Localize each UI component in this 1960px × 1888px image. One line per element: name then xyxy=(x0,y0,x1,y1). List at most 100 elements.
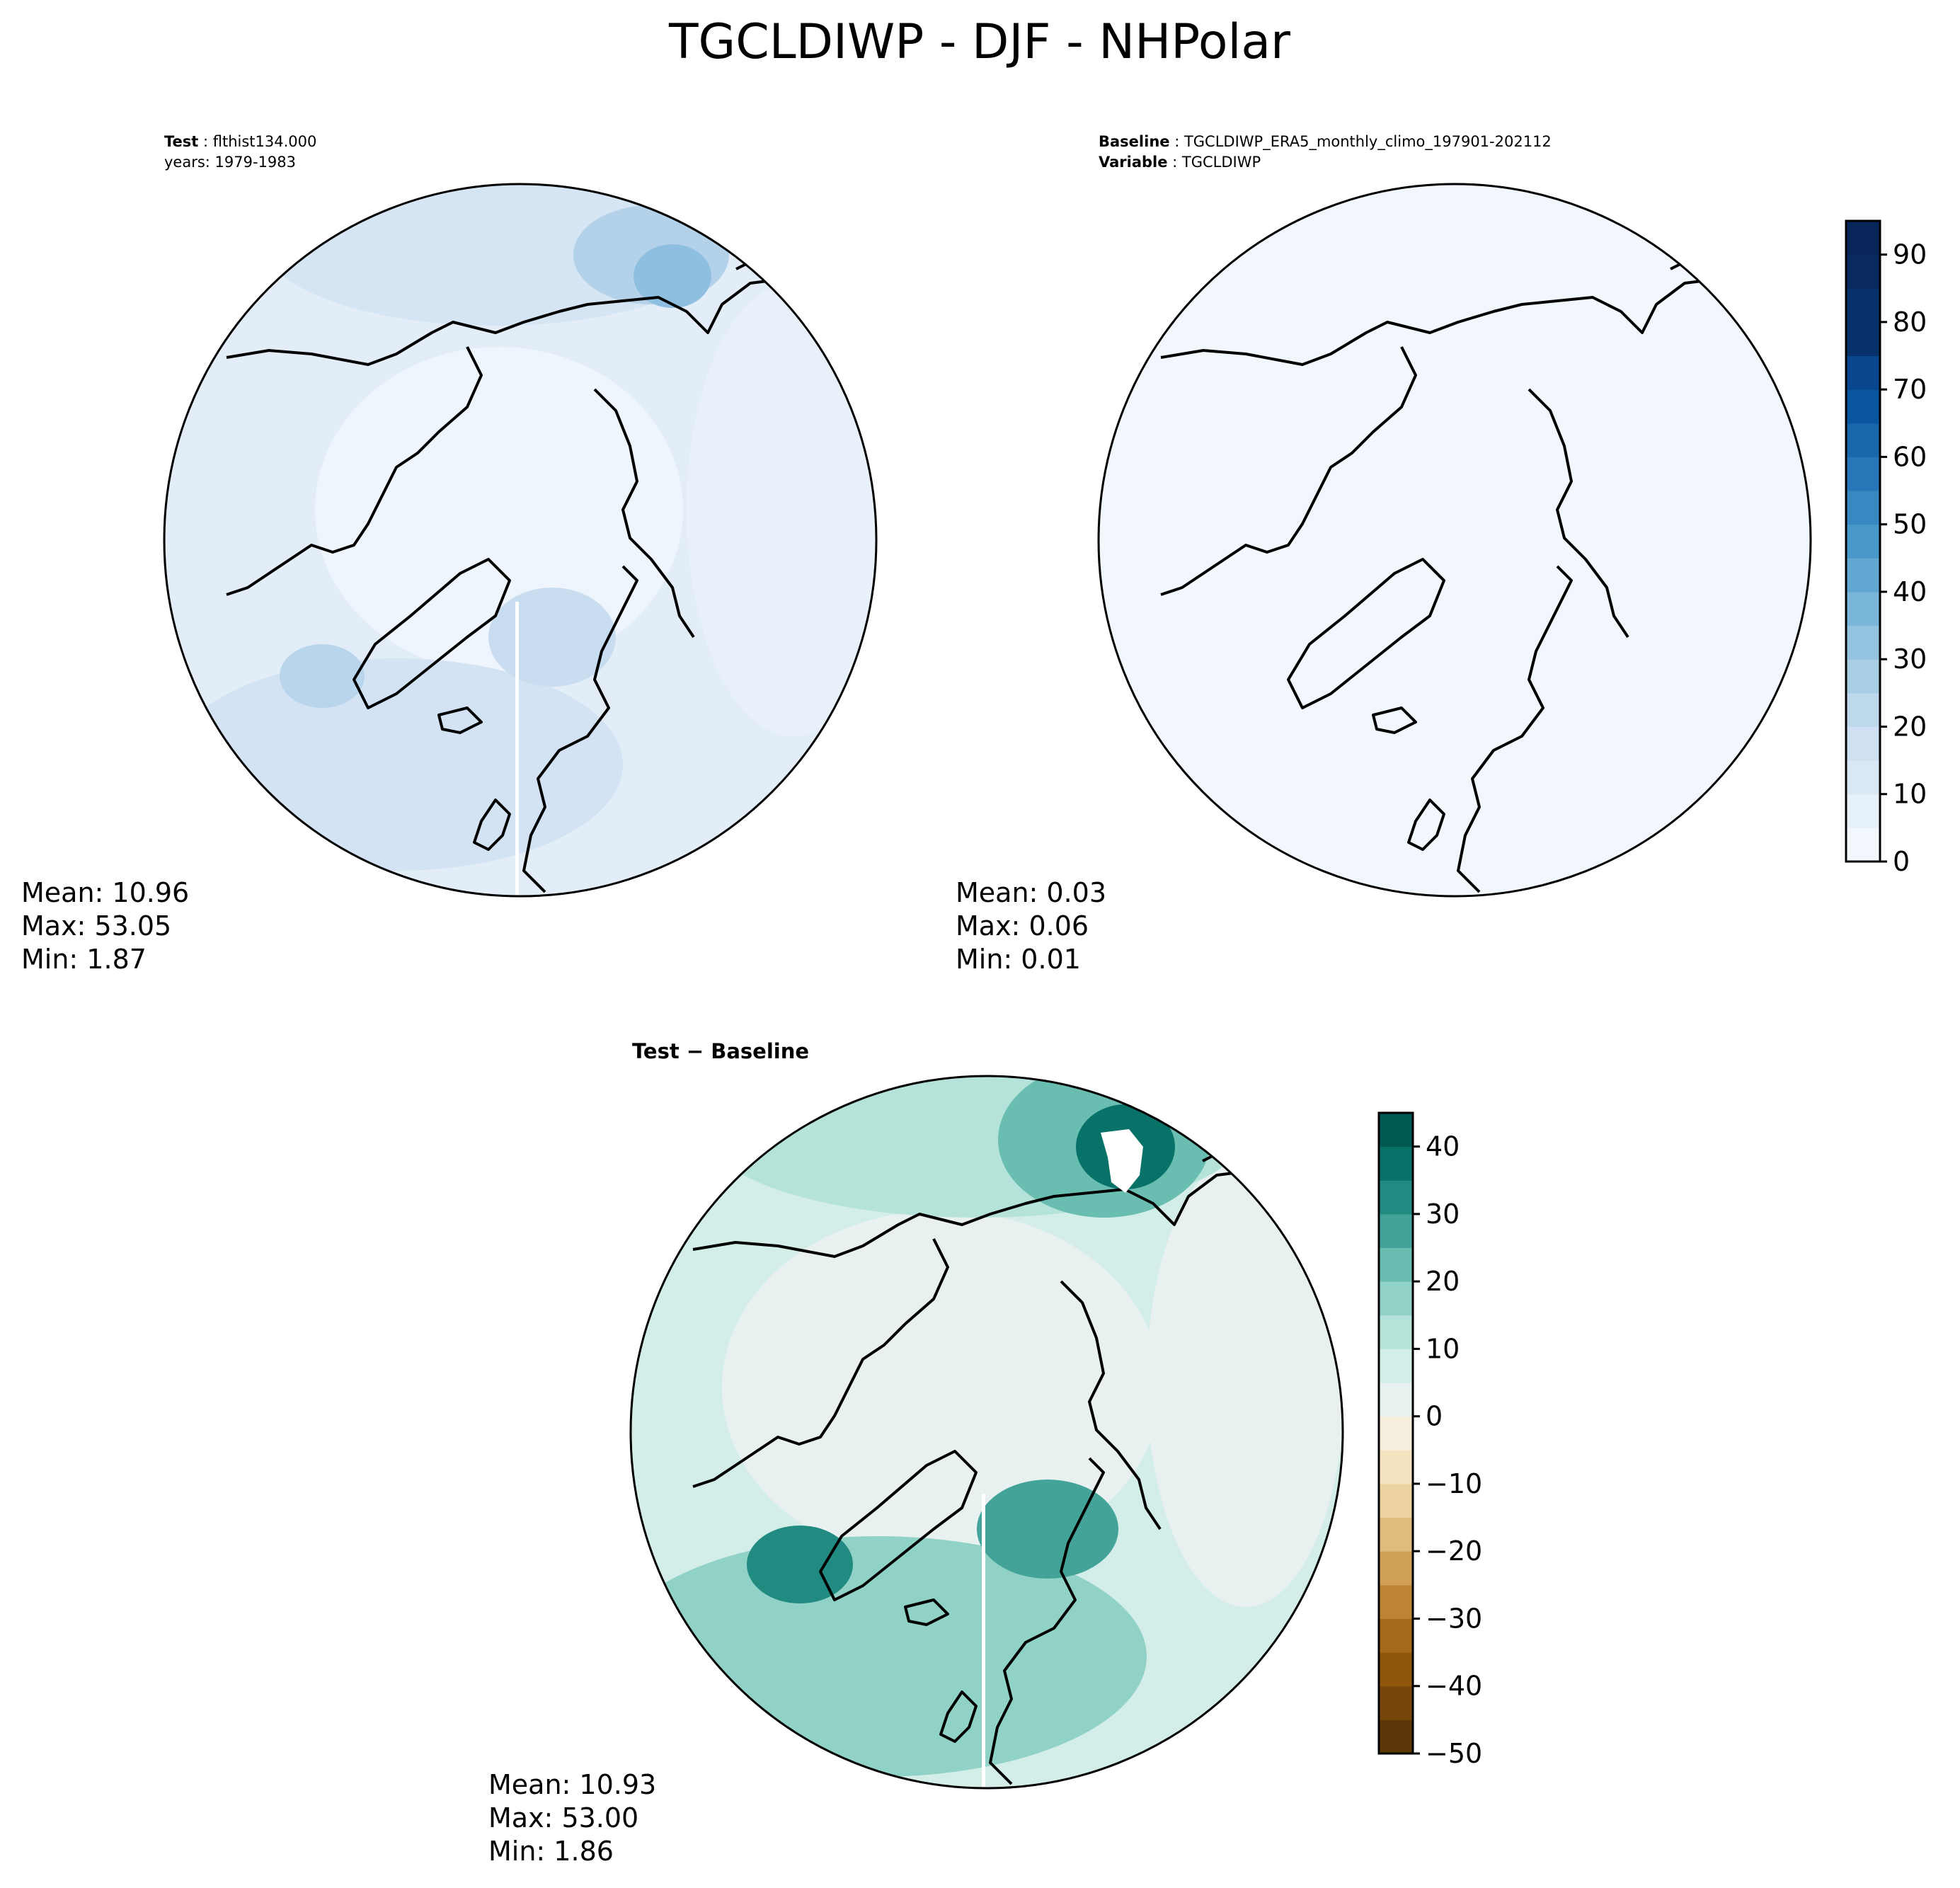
coast-europe-diff xyxy=(989,1457,1105,1785)
colorbar-abs-segment xyxy=(1846,221,1880,256)
colorbar-abs-segment xyxy=(1846,288,1880,323)
panel-test-header-line2: years: 1979-1983 xyxy=(164,154,296,171)
map-baseline xyxy=(1099,184,1811,896)
colorbar-diff-segment xyxy=(1379,1247,1413,1282)
map-baseline-background xyxy=(1099,184,1811,896)
coast-iceland-diff xyxy=(904,1598,949,1626)
colorbar-diff-tick-label: 10 xyxy=(1426,1333,1460,1364)
colorbar-abs-segment xyxy=(1846,726,1880,761)
coast-kamchatka-baseline xyxy=(1670,225,1770,270)
colorbar-diff-segment xyxy=(1379,1281,1413,1316)
map-test-field-east xyxy=(687,283,876,736)
map-test xyxy=(164,184,876,896)
map-test-seam xyxy=(515,602,519,896)
colorbar-diff-segment xyxy=(1379,1315,1413,1349)
colorbar-diff-segment xyxy=(1379,1686,1413,1720)
map-test-field-low-polar xyxy=(315,347,683,673)
colorbar-abs-segment xyxy=(1846,828,1880,862)
colorbar-absolute: 0 10 20 30 40 50 60 70 80 90 xyxy=(1845,219,1927,877)
map-diff-border xyxy=(629,1075,1344,1790)
panel-test-stat-mean: Mean: 10.96 xyxy=(21,877,189,908)
colorbar-diff-tick-label: 0 xyxy=(1426,1401,1443,1432)
colorbar-abs-tick-label: 10 xyxy=(1893,779,1927,810)
colorbar-abs-segment xyxy=(1846,423,1880,457)
coast-siberia-test xyxy=(226,275,815,366)
figure-title: TGCLDIWP - DJF - NHPolar xyxy=(668,14,1290,70)
colorbar-abs-segment xyxy=(1846,389,1880,424)
panel-diff-stat-max: Max: 53.00 xyxy=(488,1802,638,1833)
colorbar-diff-segment xyxy=(1379,1584,1413,1619)
colorbar-abs-segment xyxy=(1846,659,1880,694)
map-diff-field-east xyxy=(1147,1154,1343,1607)
panel-baseline-header-line2: Variable : TGCLDIWP xyxy=(1099,154,1261,171)
colorbar-diff-segment xyxy=(1379,1720,1413,1754)
colorbar-abs-tick-label: 80 xyxy=(1893,307,1927,338)
coast-europe-baseline xyxy=(1457,565,1573,893)
colorbar-diff-segment xyxy=(1379,1349,1413,1383)
colorbar-diff-tick-label: 30 xyxy=(1426,1198,1460,1230)
panel-test-stat-min: Min: 1.87 xyxy=(21,944,147,975)
colorbar-diff-tick-label: −40 xyxy=(1426,1671,1482,1702)
panel-diff-stat-mean: Mean: 10.93 xyxy=(488,1769,656,1800)
coast-britain-baseline xyxy=(1407,799,1445,851)
colorbar-abs-tick-label: 60 xyxy=(1893,441,1927,472)
colorbar-abs-tick-label: 40 xyxy=(1893,576,1927,607)
colorbar-diff-tick-label: 40 xyxy=(1426,1131,1460,1162)
coastlines-baseline xyxy=(1160,225,1770,893)
colorbar-abs-tick-label: 0 xyxy=(1893,846,1910,877)
map-diff-seam xyxy=(982,1494,985,1788)
coast-greenland-test xyxy=(353,558,511,709)
colorbar-abs-segment xyxy=(1846,558,1880,593)
coast-iceland-baseline xyxy=(1372,706,1417,734)
map-test-field-pacific-core xyxy=(634,244,711,308)
coast-europe-test xyxy=(522,565,638,893)
colorbar-diff-segment xyxy=(1379,1517,1413,1552)
colorbar-diff-segment xyxy=(1379,1146,1413,1181)
coast-alaska-canada-baseline xyxy=(1160,346,1417,596)
colorbar-abs-segment xyxy=(1846,491,1880,525)
map-baseline-border xyxy=(1097,183,1812,898)
colorbar-diff-segment xyxy=(1379,1652,1413,1687)
coast-greenland-baseline xyxy=(1287,558,1445,709)
colorbar-diff-segment xyxy=(1379,1113,1413,1148)
panel-diff-header: Test − Baseline xyxy=(632,1039,809,1063)
colorbar-abs-segment xyxy=(1846,794,1880,828)
coast-asia-east-test xyxy=(593,388,695,639)
colorbar-diff-tick-label: −30 xyxy=(1426,1603,1482,1634)
colorbar-diff-tick-label: −50 xyxy=(1426,1738,1482,1769)
map-diff-field-norway xyxy=(977,1480,1118,1579)
panel-baseline-stat-min: Min: 0.01 xyxy=(956,944,1081,975)
coast-britain-test xyxy=(473,799,511,851)
colorbar-diff-segment xyxy=(1379,1551,1413,1586)
colorbar-diff-segment xyxy=(1379,1213,1413,1249)
colorbar-diff-tick-label: 20 xyxy=(1426,1266,1460,1297)
colorbar-diff-tick-label: −20 xyxy=(1426,1535,1482,1567)
coast-kamchatka-diff xyxy=(1202,1117,1302,1162)
map-test-field-labrador xyxy=(280,644,365,708)
coast-britain-diff xyxy=(939,1690,978,1743)
map-diff-field-polar xyxy=(722,1211,1161,1564)
colorbar-abs-segment xyxy=(1846,321,1880,357)
colorbar-diff-tick-label: −10 xyxy=(1426,1468,1482,1499)
coast-greenland-diff xyxy=(819,1450,978,1601)
coast-alaska-canada-diff xyxy=(692,1238,949,1488)
coast-siberia-diff xyxy=(692,1167,1281,1258)
panel-test: Test : flthist134.000 years: 1979-1983 xyxy=(21,133,878,975)
map-diff xyxy=(631,1076,1343,1788)
map-diff-missing-data xyxy=(1101,1129,1143,1193)
colorbar-abs-segment xyxy=(1846,625,1880,660)
colorbar-diff-segment xyxy=(1379,1450,1413,1484)
map-test-field-atlantic xyxy=(170,658,623,871)
coast-iceland-test xyxy=(437,706,483,734)
coast-alaska-canada-test xyxy=(226,346,483,596)
colorbar-abs-tick-label: 90 xyxy=(1893,239,1927,270)
colorbar-abs-tick-label: 20 xyxy=(1893,711,1927,742)
colorbar-diff-segment xyxy=(1379,1180,1413,1215)
panel-test-header-line1: Test : flthist134.000 xyxy=(164,133,316,150)
colorbar-diff-border xyxy=(1377,1111,1414,1755)
map-test-field-norway xyxy=(488,588,616,687)
colorbar-abs-segment xyxy=(1846,254,1880,289)
colorbar-abs-segment xyxy=(1846,457,1880,491)
colorbar-abs-segment xyxy=(1846,524,1880,559)
